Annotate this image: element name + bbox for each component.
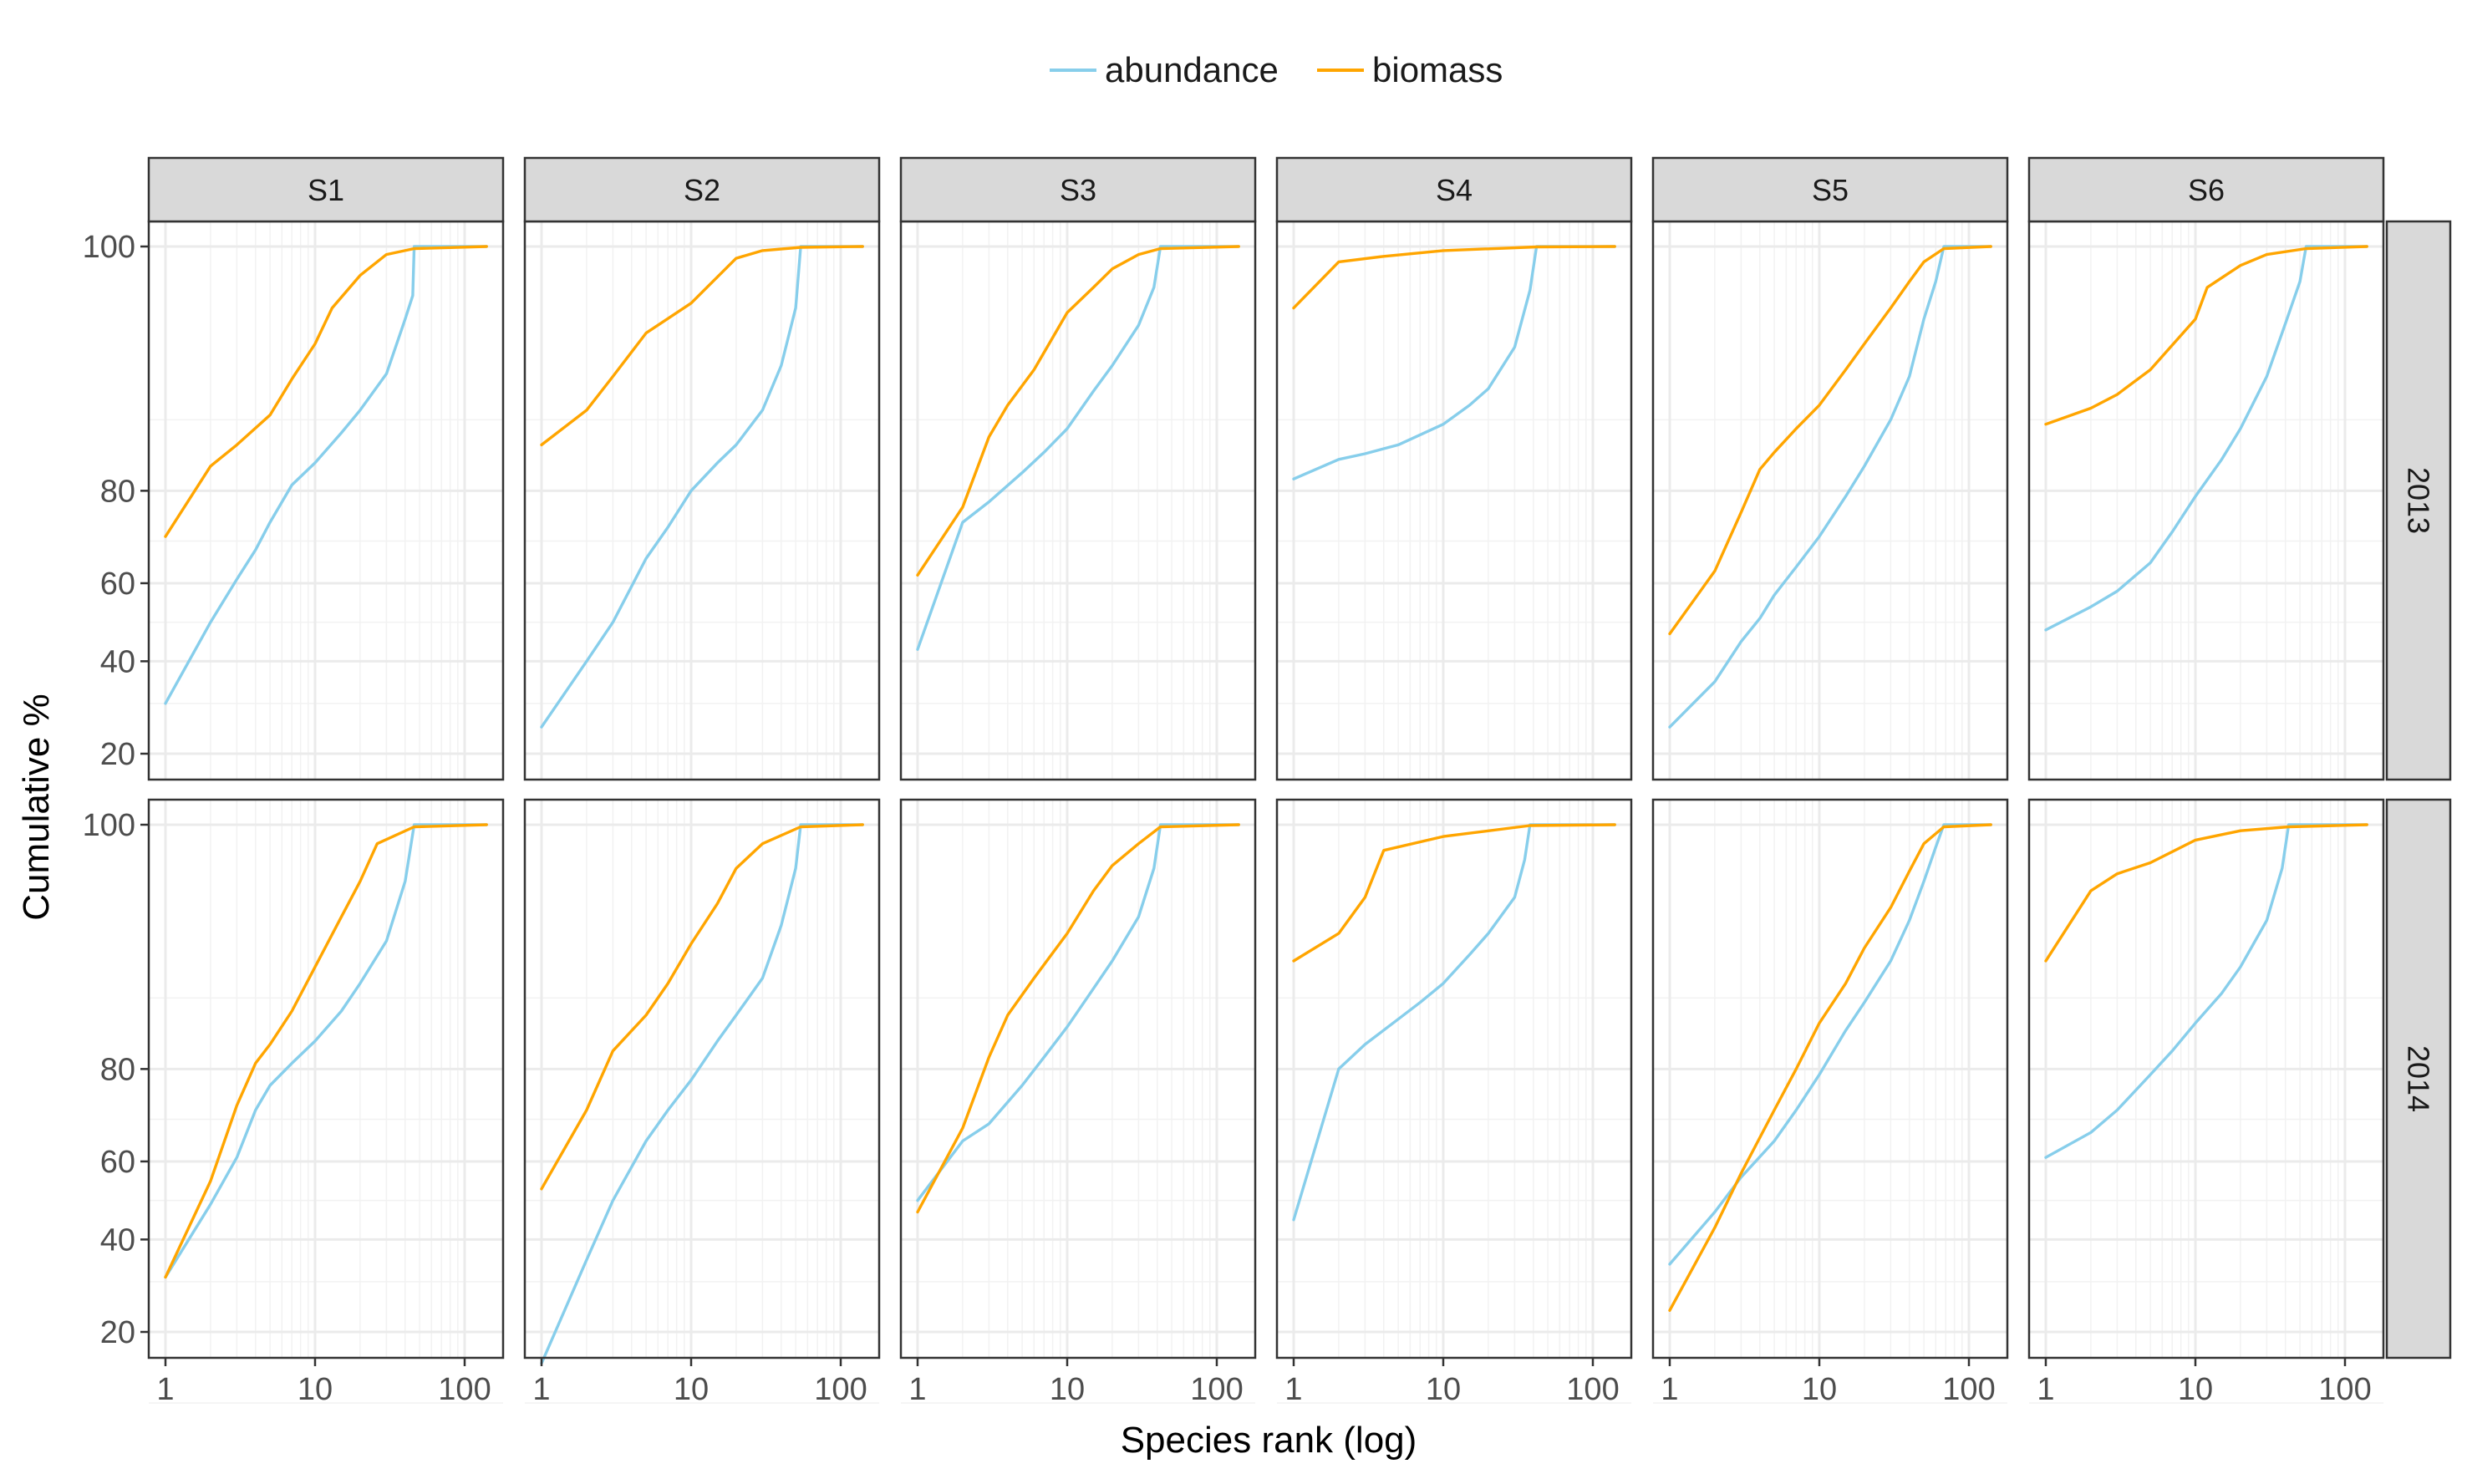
y-tick-label-2014-100: 100: [83, 808, 135, 843]
legend-label-abundance: abundance: [1105, 50, 1279, 89]
panel-2013-S6: [2027, 220, 2385, 826]
y-tick-label-2013-100: 100: [83, 230, 135, 265]
line-biomass-2014-S5: [1668, 823, 1992, 1312]
strip-label-S1: S1: [308, 173, 344, 207]
panel-2013-S5: [1651, 220, 2009, 826]
y-tick-label-2013-20: 20: [100, 737, 135, 772]
y-axis-title: Cumulative %: [16, 694, 57, 920]
y-tick-label-2013-60: 60: [100, 567, 135, 602]
y-tick-label-2014-60: 60: [100, 1145, 135, 1180]
line-abundance-2013-S5: [1668, 245, 1992, 729]
panel-border: [147, 798, 505, 1359]
x-tick-label-S1-1: 1: [156, 1372, 174, 1407]
strip-label-S5: S5: [1812, 173, 1849, 207]
strip-label-S4: S4: [1436, 173, 1473, 207]
legend: abundance biomass: [1050, 50, 1503, 89]
strip-S2: S2: [523, 156, 881, 223]
panel-border: [1275, 798, 1633, 1359]
strip-label-S6: S6: [2188, 173, 2225, 207]
panel-2013-S3: [899, 220, 1257, 826]
line-abundance-2013-S4: [1292, 245, 1616, 480]
x-tick-label-S4-1: 1: [1284, 1372, 1302, 1407]
panel-border: [899, 798, 1257, 1359]
x-tick-label-S1-10: 10: [298, 1372, 333, 1407]
line-biomass-2013-S5: [1668, 245, 1992, 636]
y-tick-label-2014-80: 80: [100, 1052, 135, 1087]
x-tick-label-S4-10: 10: [1426, 1372, 1461, 1407]
x-tick-label-S2-100: 100: [814, 1372, 867, 1407]
line-biomass-2013-S4: [1292, 245, 1616, 310]
line-abundance-2014-S4: [1292, 823, 1616, 1222]
legend-item-abundance: abundance: [1050, 50, 1279, 89]
strip-label-2014: 2014: [2402, 1045, 2436, 1112]
panel-2014-S6: [2027, 798, 2385, 1404]
line-abundance-2014-S6: [2044, 823, 2368, 1159]
line-abundance-2013-S1: [164, 245, 488, 705]
line-abundance-2013-S6: [2044, 245, 2368, 632]
panels: S1 S2 S3 S4 S5 S6 2013 2014 20 40 60 80 100 20 40 60 80 1…: [83, 156, 2452, 1407]
panel-2013-S4: [1275, 220, 1633, 826]
x-tick-label-S6-1: 1: [2037, 1372, 2054, 1407]
x-tick-label-S5-10: 10: [1802, 1372, 1837, 1407]
strip-2014: 2014: [2385, 798, 2452, 1359]
line-abundance-2013-S2: [540, 245, 864, 729]
strip-S1: S1: [147, 156, 505, 223]
strip-label-S2: S2: [684, 173, 720, 207]
y-tick-label-2013-80: 80: [100, 474, 135, 509]
panel-2014-S3: [899, 798, 1257, 1404]
line-abundance-2014-S5: [1668, 823, 1992, 1266]
strip-S6: S6: [2027, 156, 2385, 223]
line-biomass-2014-S4: [1292, 823, 1616, 963]
x-tick-label-S2-10: 10: [674, 1372, 709, 1407]
line-biomass-2014-S6: [2044, 823, 2368, 963]
line-abundance-2014-S1: [164, 823, 488, 1279]
panel-2014-S4: [1275, 798, 1633, 1404]
panel-border: [523, 798, 881, 1359]
x-tick-label-S6-10: 10: [2178, 1372, 2213, 1407]
x-axis-title: Species rank (log): [1121, 1420, 1417, 1461]
line-abundance-2014-S2: [540, 823, 864, 1365]
panel-2014-S5: [1651, 798, 2009, 1404]
line-biomass-2013-S2: [540, 245, 864, 447]
y-tick-label-2014-20: 20: [100, 1315, 135, 1350]
y-tick-label-2013-40: 40: [100, 644, 135, 679]
line-biomass-2014-S3: [916, 823, 1240, 1214]
x-tick-label-S5-1: 1: [1661, 1372, 1678, 1407]
line-biomass-2013-S6: [2044, 245, 2368, 426]
x-tick-label-S3-10: 10: [1050, 1372, 1085, 1407]
strip-label-2013: 2013: [2402, 467, 2436, 534]
x-tick-label-S3-1: 1: [908, 1372, 926, 1407]
strip-S3: S3: [899, 156, 1257, 223]
panel-border: [2027, 798, 2385, 1359]
x-tick-label-S1-100: 100: [438, 1372, 491, 1407]
line-biomass-2013-S3: [916, 245, 1240, 577]
panel-2014-S1: [147, 798, 505, 1404]
line-biomass-2014-S2: [540, 823, 864, 1191]
strip-label-S3: S3: [1060, 173, 1096, 207]
legend-item-biomass: biomass: [1317, 50, 1503, 89]
x-tick-label-S3-100: 100: [1190, 1372, 1243, 1407]
line-abundance-2013-S3: [916, 245, 1240, 651]
panel-border: [1651, 798, 2009, 1359]
line-abundance-2014-S3: [916, 823, 1240, 1202]
strip-2013: 2013: [2385, 220, 2452, 781]
x-tick-label-S4-100: 100: [1566, 1372, 1619, 1407]
x-tick-label-S5-100: 100: [1942, 1372, 1995, 1407]
panel-2013-S2: [523, 220, 881, 826]
x-tick-label-S6-100: 100: [2318, 1372, 2371, 1407]
line-biomass-2013-S1: [164, 245, 488, 538]
panel-2014-S2: [523, 798, 881, 1404]
x-tick-label-S2-1: 1: [532, 1372, 550, 1407]
y-tick-label-2014-40: 40: [100, 1222, 135, 1258]
legend-label-biomass: biomass: [1372, 50, 1503, 89]
panel-2013-S1: [147, 220, 505, 826]
strip-S5: S5: [1651, 156, 2009, 223]
line-biomass-2014-S1: [164, 823, 488, 1279]
strip-S4: S4: [1275, 156, 1633, 223]
